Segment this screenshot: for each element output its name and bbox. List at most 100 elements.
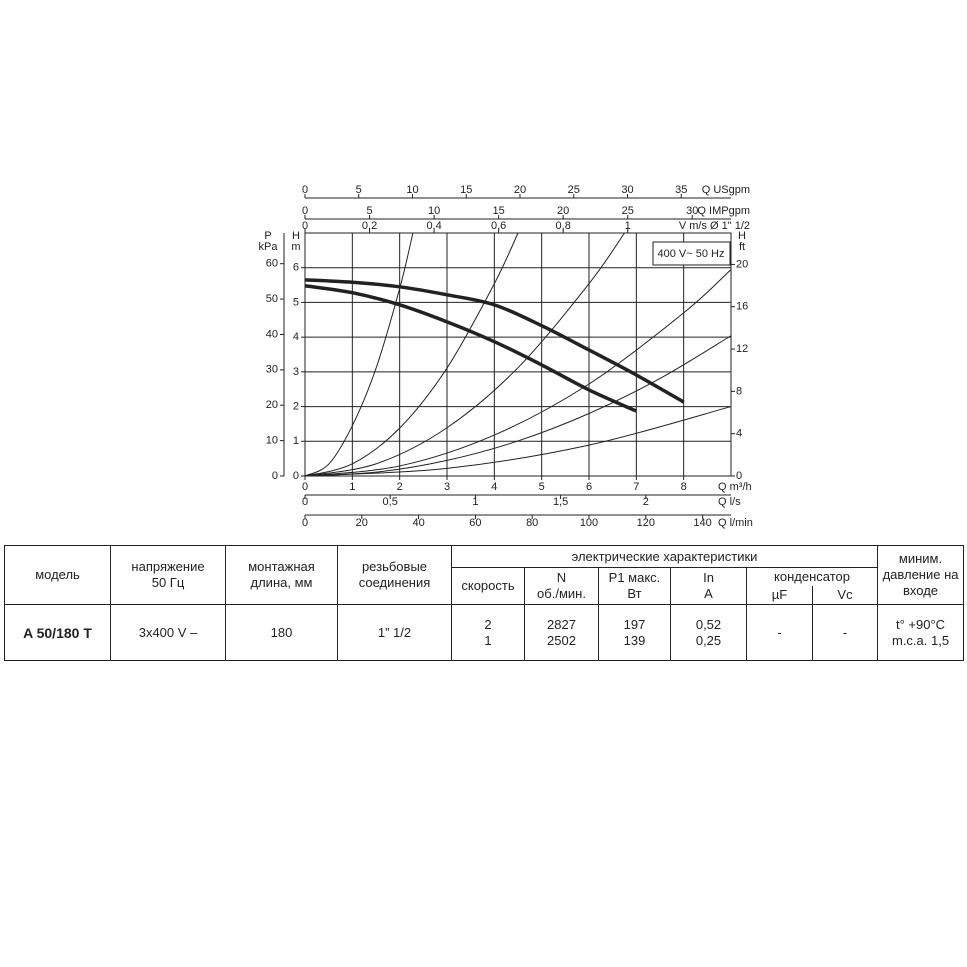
axis-tick-label: 15 bbox=[460, 184, 472, 196]
axis-tick-label: 5 bbox=[356, 184, 362, 196]
axis-tick-label: 0,2 bbox=[362, 220, 377, 232]
axis-tick-label: 0 bbox=[302, 184, 308, 196]
axis-tick-label: 120 bbox=[637, 517, 655, 529]
cell: 2827 2502 bbox=[524, 604, 599, 661]
header-cell: P1 макс. Вт bbox=[598, 567, 671, 605]
header-cell: конденсатор bbox=[745, 567, 879, 586]
cell: - bbox=[746, 604, 813, 661]
x-axis-label: Q m³/h bbox=[718, 481, 752, 493]
axis-tick-label: 50 bbox=[266, 293, 278, 305]
x-tick-label: 4 bbox=[491, 481, 497, 493]
x-tick-label: 6 bbox=[586, 481, 592, 493]
x-tick-label: 7 bbox=[633, 481, 639, 493]
axis-tick-label: 12 bbox=[736, 343, 748, 355]
header-cell: напряжение 50 Гц bbox=[110, 545, 226, 605]
axis-tick-label: 25 bbox=[622, 205, 634, 217]
axis-tick-label: 30 bbox=[266, 364, 278, 376]
cell-line: 1 bbox=[484, 632, 492, 648]
axis-tick-label: 20 bbox=[736, 258, 748, 270]
legend-text: 400 V~ 50 Hz bbox=[658, 248, 725, 260]
axis-tick-label: 0,4 bbox=[426, 220, 441, 232]
curve bbox=[304, 232, 414, 477]
cell-line: 2827 bbox=[547, 616, 576, 632]
axis-tick-label: 0 bbox=[272, 470, 278, 482]
axis-label: H bbox=[738, 230, 746, 242]
y-tick-label: 4 bbox=[293, 331, 299, 343]
curve bbox=[304, 232, 519, 477]
header-cell: In A bbox=[670, 567, 747, 605]
cell-line: 197 bbox=[623, 616, 646, 632]
axis-tick-label: 60 bbox=[469, 517, 481, 529]
y-tick-label: 5 bbox=[293, 296, 299, 308]
axis-tick-label: 140 bbox=[693, 517, 711, 529]
axis-tick-label: 40 bbox=[412, 517, 424, 529]
axis-tick-label: 0 bbox=[302, 517, 308, 529]
y-tick-label: 0 bbox=[293, 470, 299, 482]
cell: 1” 1/2 bbox=[337, 604, 452, 661]
axis-tick-label: 0 bbox=[302, 496, 308, 508]
header-cell: монтажная длина, мм bbox=[225, 545, 338, 605]
axis-tick-label: 20 bbox=[557, 205, 569, 217]
y-tick-label: 3 bbox=[293, 366, 299, 378]
cell: 0,52 0,25 bbox=[670, 604, 747, 661]
axis-label: P bbox=[264, 230, 271, 242]
axis-tick-label: 2 bbox=[643, 496, 649, 508]
cell-line: m.c.a. 1,5 bbox=[891, 632, 950, 648]
axis-tick-label: 60 bbox=[266, 258, 278, 270]
axis-tick-label: 10 bbox=[406, 184, 418, 196]
axis-tick-label: 35 bbox=[675, 184, 687, 196]
axis-tick-label: 0 bbox=[302, 205, 308, 217]
axis-label: Q USgpm bbox=[702, 184, 750, 196]
y-tick-label: 2 bbox=[293, 400, 299, 412]
axis-label: Q IMPgpm bbox=[697, 205, 750, 217]
axis-label: Q l/min bbox=[718, 517, 753, 529]
header-cell: скорость bbox=[451, 567, 525, 605]
axis-tick-label: 40 bbox=[266, 328, 278, 340]
x-tick-label: 5 bbox=[539, 481, 545, 493]
axis-tick-label: 20 bbox=[356, 517, 368, 529]
axis-label: Q l/s bbox=[718, 496, 741, 508]
y-axis-unit: m bbox=[291, 241, 300, 253]
header-cell: N об./мин. bbox=[524, 567, 599, 605]
x-tick-label: 8 bbox=[681, 481, 687, 493]
cell: 197 139 bbox=[598, 604, 671, 661]
header-cell: миним. давление на входе bbox=[877, 545, 965, 605]
curve bbox=[304, 335, 732, 477]
cell-line: 0,52 bbox=[695, 616, 722, 632]
header-cell: модель bbox=[4, 545, 111, 605]
x-tick-label: 3 bbox=[444, 481, 450, 493]
x-tick-label: 2 bbox=[397, 481, 403, 493]
axis-tick-label: 20 bbox=[514, 184, 526, 196]
curve bbox=[304, 232, 625, 477]
axis-unit: kPa bbox=[259, 241, 279, 253]
legend-box bbox=[652, 241, 731, 266]
axis-tick-label: 0,5 bbox=[383, 496, 398, 508]
y-tick-label: 6 bbox=[293, 262, 299, 274]
cell: - bbox=[811, 604, 879, 661]
axis-tick-label: 30 bbox=[621, 184, 633, 196]
axis-tick-label: 0,8 bbox=[556, 220, 571, 232]
axis-tick-label: 10 bbox=[266, 435, 278, 447]
curve bbox=[304, 284, 638, 413]
curve bbox=[304, 406, 732, 477]
header-cell: резьбовые соединения bbox=[337, 545, 452, 605]
model-cell: A 50/180 T bbox=[4, 604, 111, 661]
cell-line: 2 bbox=[484, 616, 492, 632]
axis-tick-label: 1,5 bbox=[553, 496, 568, 508]
axis-tick-label: 4 bbox=[736, 428, 742, 440]
spec-table: модель напряжение 50 Гц монтажная длина,… bbox=[4, 545, 965, 661]
x-tick-label: 0 bbox=[302, 481, 308, 493]
axis-tick-label: 15 bbox=[493, 205, 505, 217]
cell: 180 bbox=[225, 604, 338, 661]
y-tick-label: 1 bbox=[293, 435, 299, 447]
axis-tick-label: 20 bbox=[266, 399, 278, 411]
axis-tick-label: 0 bbox=[736, 470, 742, 482]
y-axis-label: H bbox=[292, 230, 300, 242]
axis-tick-label: 100 bbox=[580, 517, 598, 529]
cell: t° +90°C m.c.a. 1,5 bbox=[877, 604, 965, 661]
header-cell: Vc bbox=[811, 586, 879, 605]
axis-tick-label: 1 bbox=[625, 220, 631, 232]
axis-tick-label: 8 bbox=[736, 385, 742, 397]
